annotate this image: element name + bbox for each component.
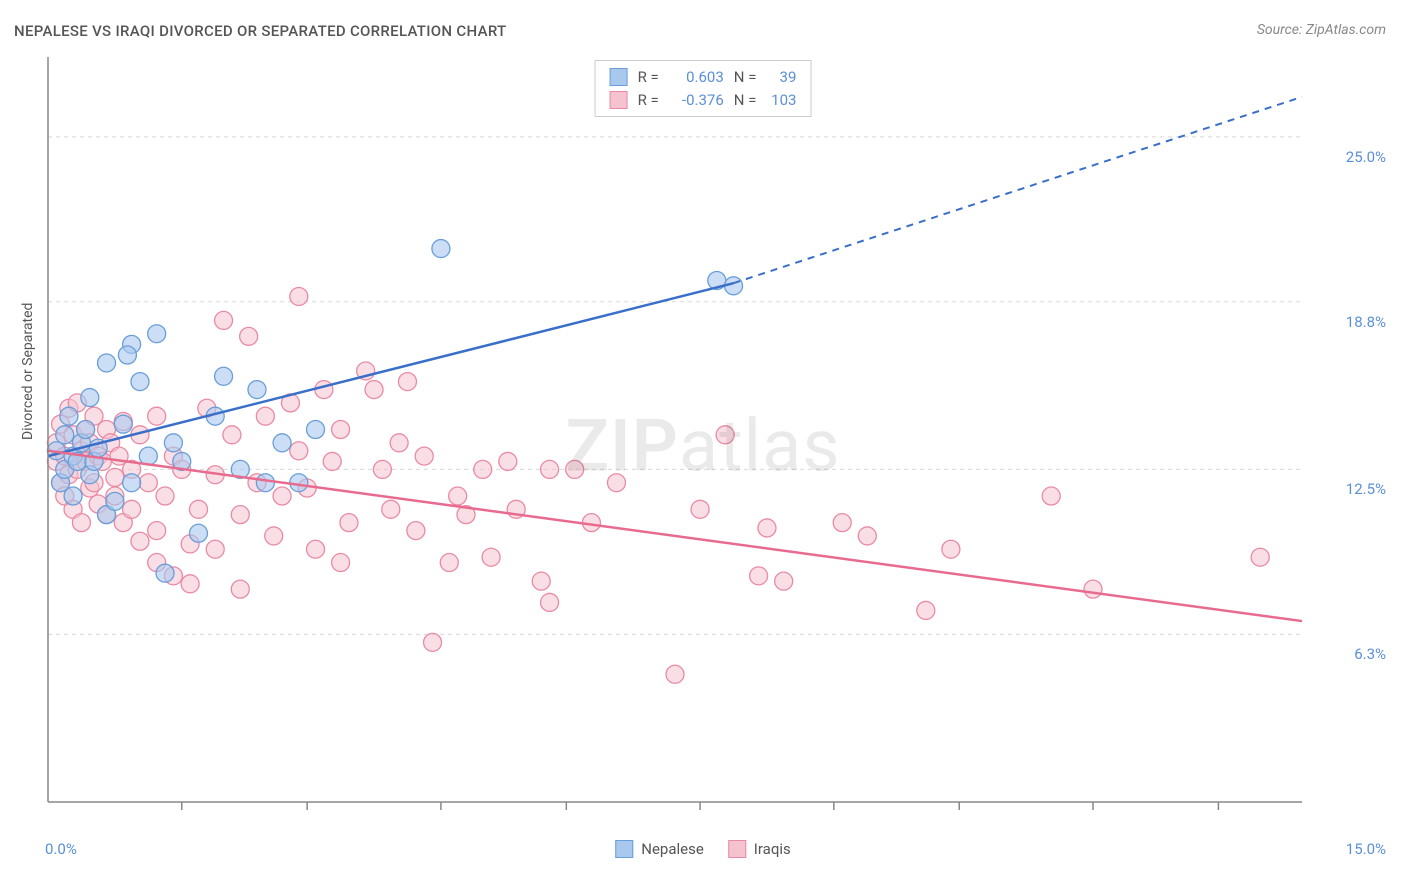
- x-tick-15: 15.0%: [1346, 840, 1386, 858]
- scatter-plot: [45, 57, 1357, 822]
- swatch-nepalese-icon: [615, 840, 633, 858]
- y-tick-18: 18.8%: [1346, 313, 1386, 331]
- chart-title: NEPALESE VS IRAQI DIVORCED OR SEPARATED …: [14, 22, 507, 40]
- y-tick-25: 25.0%: [1346, 148, 1386, 166]
- legend-label-iraqis: Iraqis: [754, 840, 791, 858]
- swatch-iraqis-icon: [728, 840, 746, 858]
- swatch-iraqis: [610, 91, 628, 109]
- y-tick-6: 6.3%: [1354, 645, 1386, 663]
- legend-label-nepalese: Nepalese: [641, 840, 704, 858]
- legend-series: Nepalese Iraqis: [615, 840, 791, 858]
- source-label: Source: ZipAtlas.com: [1257, 22, 1386, 38]
- legend-correlation: R = 0.603 N = 39 R = -0.376 N = 103: [595, 60, 812, 117]
- swatch-nepalese: [610, 68, 628, 86]
- y-tick-12: 12.5%: [1346, 480, 1386, 498]
- y-axis-label: Divorced or Separated: [20, 303, 36, 440]
- x-tick-0: 0.0%: [45, 840, 77, 858]
